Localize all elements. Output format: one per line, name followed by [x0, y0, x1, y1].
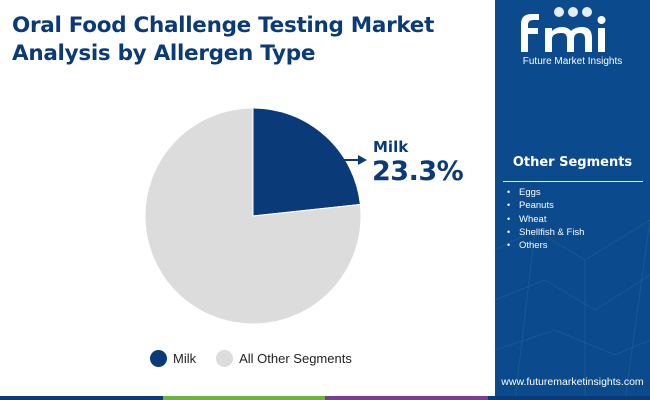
- legend-swatch-other: [216, 350, 234, 367]
- other-segments-title: Other Segments: [512, 155, 633, 170]
- bottom-bar-segment: [0, 396, 163, 400]
- segment-item: Eggs: [507, 186, 584, 200]
- website-link[interactable]: www.futuremarketinsights.com: [501, 376, 644, 388]
- pie-slice-all-other-segments: [144, 107, 362, 325]
- callout-arrow-head: [358, 155, 367, 165]
- fmi-logo: [521, 7, 606, 52]
- bottom-color-bar: [0, 396, 650, 400]
- bottom-bar-segment: [325, 396, 488, 400]
- bottom-bar-segment: [162, 396, 325, 400]
- segment-item: Shellfish & Fish: [507, 226, 584, 240]
- pie-slice-milk: [252, 107, 361, 217]
- legend-swatch-milk: [150, 350, 167, 367]
- segment-item: Others: [507, 239, 584, 253]
- callout-label: Milk: [373, 138, 409, 156]
- legend-item-milk: Milk: [150, 350, 196, 367]
- pie-chart: [144, 107, 367, 325]
- segments-list: Eggs Peanuts Wheat Shellfish & Fish Othe…: [507, 186, 584, 253]
- callout-value: 23.3%: [372, 156, 464, 187]
- segments-divider: [503, 181, 643, 182]
- chart-legend: Milk All Other Segments: [150, 350, 372, 367]
- logo-text: Future Market Insights: [522, 56, 623, 67]
- side-panel: Future Market Insights Other Segments Eg…: [495, 0, 650, 400]
- segment-item: Peanuts: [507, 199, 584, 213]
- segment-item: Wheat: [507, 213, 584, 227]
- legend-item-other: All Other Segments: [216, 350, 352, 367]
- bottom-bar-segment: [487, 396, 650, 400]
- legend-label-milk: Milk: [173, 351, 197, 366]
- legend-label-other: All Other Segments: [239, 351, 352, 366]
- chart-title: Oral Food Challenge Testing Market Analy…: [12, 13, 435, 66]
